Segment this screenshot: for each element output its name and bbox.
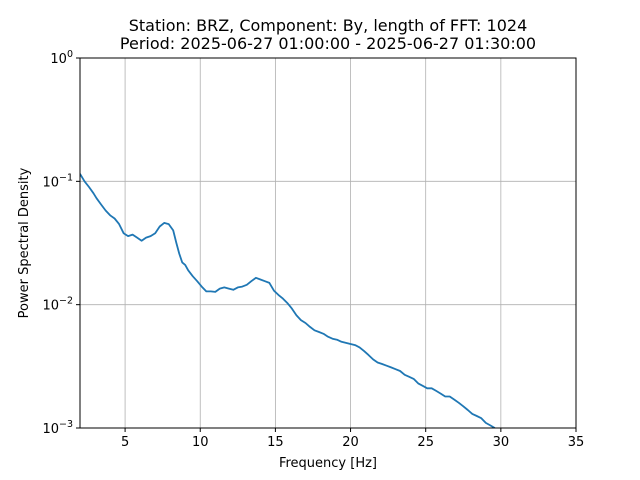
- plot-area: [80, 173, 496, 428]
- y-tick-label: 100: [50, 49, 73, 67]
- y-tick-base: 10: [42, 175, 59, 190]
- y-tick-exponent: 0: [67, 49, 73, 60]
- x-tick-label: 20: [342, 435, 359, 450]
- y-tick-base: 10: [42, 422, 59, 437]
- x-tick-label: 25: [417, 435, 434, 450]
- chart-title-line1: Station: BRZ, Component: By, length of F…: [129, 16, 528, 35]
- y-tick-base: 10: [50, 52, 67, 67]
- y-tick-base: 10: [42, 299, 59, 314]
- y-tick-label: 10−1: [42, 172, 73, 190]
- x-tick-label: 15: [267, 435, 284, 450]
- grid: [80, 57, 577, 429]
- y-tick-exponent: −2: [59, 296, 73, 307]
- y-axis-label: Power Spectral Density: [17, 167, 32, 318]
- y-tick-label: 10−3: [42, 419, 73, 437]
- y-tick-label: 10−2: [42, 296, 73, 314]
- y-tick-exponent: −1: [59, 172, 73, 183]
- x-tick-label: 35: [568, 435, 585, 450]
- x-axis: 5 10 15 20 25 30 35: [121, 428, 584, 450]
- x-tick-label: 5: [121, 435, 129, 450]
- x-tick-label: 10: [192, 435, 209, 450]
- x-axis-label: Frequency [Hz]: [279, 456, 377, 471]
- psd-series-line: [80, 173, 496, 428]
- axes-frame: [79, 57, 577, 429]
- chart-title-line2: Period: 2025-06-27 01:00:00 - 2025-06-27…: [120, 34, 536, 53]
- y-tick-exponent: −3: [59, 419, 73, 430]
- x-tick-label: 30: [493, 435, 510, 450]
